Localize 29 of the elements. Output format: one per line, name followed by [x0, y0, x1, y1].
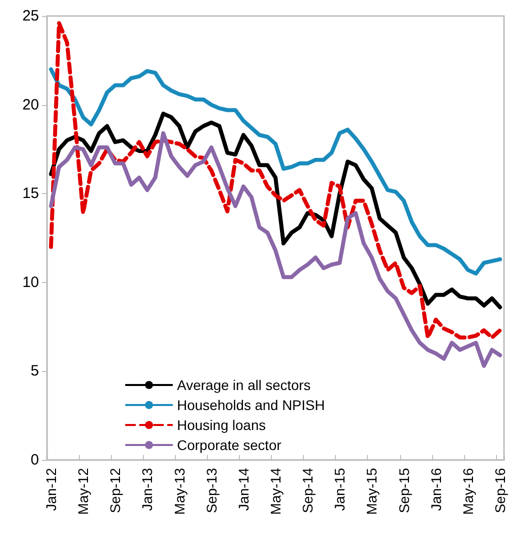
legend-label: Corporate sector	[177, 437, 282, 453]
x-tick-label: May-13	[171, 468, 188, 515]
x-tick-label: Sep-16	[492, 468, 508, 514]
line-series	[49, 131, 502, 368]
legend-label: Housing loans	[177, 417, 266, 433]
x-tick-label: May-12	[75, 468, 92, 515]
x-tick-label: Sep-12	[107, 468, 124, 514]
y-tick-label: 15	[22, 185, 39, 202]
y-tick-label: 5	[30, 362, 39, 380]
x-tick-label: Jan-16	[428, 468, 444, 511]
x-tick-label: Sep-15	[396, 468, 412, 514]
x-tick-label: Jan-13	[139, 468, 156, 511]
x-tick-label: May-16	[460, 468, 476, 515]
legend-label: Average in all sectors	[177, 377, 311, 393]
x-tick-label: Sep-13	[203, 468, 220, 514]
y-tick-label: 20	[22, 96, 39, 114]
x-tick-label: Sep-14	[300, 468, 316, 514]
y-tick-label: 10	[22, 274, 39, 291]
x-tick-label: May-14	[268, 468, 284, 515]
line-series	[49, 67, 502, 276]
x-tick-label: Jan-15	[332, 468, 348, 511]
x-tick-label: Jan-14	[235, 468, 252, 511]
legend-label: Households and NPISH	[177, 397, 325, 413]
line-series	[49, 21, 502, 340]
x-tick-label: May-15	[364, 468, 380, 515]
y-tick-label: 25	[22, 8, 39, 24]
y-tick-label: 0	[30, 452, 39, 468]
line-series	[49, 112, 502, 310]
x-tick-label: Jan-12	[43, 468, 60, 511]
